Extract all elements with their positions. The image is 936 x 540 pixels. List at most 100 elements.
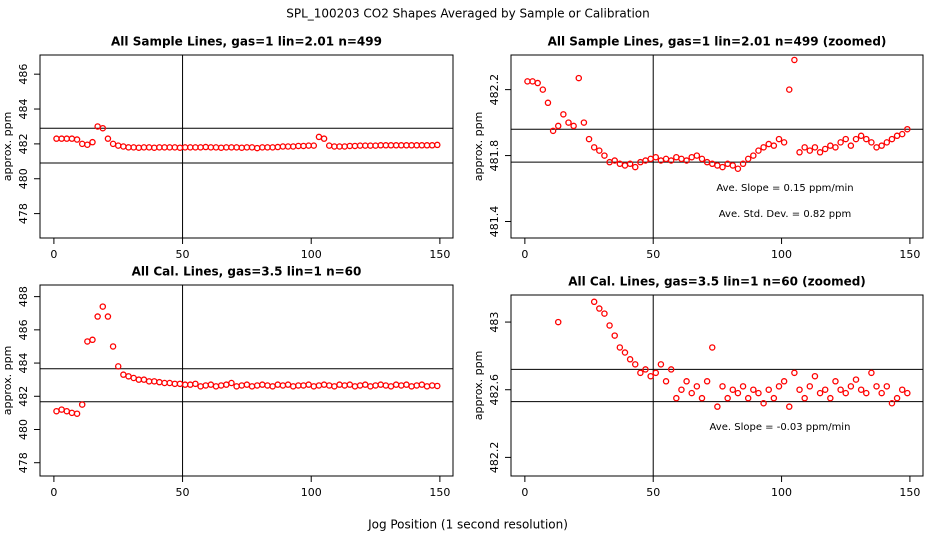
point	[703, 378, 711, 385]
point	[284, 381, 292, 388]
point	[109, 343, 117, 350]
point	[755, 389, 762, 397]
panel-title: All Cal. Lines, gas=3.5 lin=1 n=60 (zoom…	[568, 275, 866, 289]
point	[611, 157, 618, 164]
point	[413, 142, 420, 149]
point	[544, 99, 552, 107]
point	[852, 376, 860, 383]
point	[197, 383, 204, 390]
point	[683, 378, 690, 385]
point	[367, 142, 374, 149]
point	[305, 381, 312, 388]
point	[382, 382, 390, 389]
point	[428, 142, 436, 149]
point	[873, 144, 880, 151]
point	[847, 142, 855, 149]
point	[233, 144, 240, 151]
x-tick-label: 150	[899, 248, 920, 261]
point	[786, 86, 793, 93]
point	[883, 383, 891, 390]
point	[647, 372, 654, 380]
point	[750, 152, 757, 159]
point	[161, 144, 168, 151]
point	[760, 144, 767, 151]
point	[760, 400, 767, 407]
point	[403, 142, 410, 149]
point	[821, 145, 829, 153]
point	[744, 155, 752, 163]
point	[734, 389, 742, 397]
point	[99, 303, 107, 310]
point	[842, 389, 849, 397]
point	[667, 366, 675, 373]
point	[709, 344, 716, 351]
point	[120, 143, 127, 150]
point	[377, 381, 384, 388]
point	[156, 378, 163, 386]
point	[341, 143, 348, 150]
point	[84, 141, 91, 149]
point	[580, 119, 588, 126]
panel-title: All Sample Lines, gas=1 lin=2.01 n=499 (…	[548, 35, 887, 49]
x-tick-label: 50	[646, 248, 660, 261]
point	[243, 144, 251, 151]
point	[171, 380, 179, 388]
panel: All Sample Lines, gas=1 lin=2.01 n=499 ap…	[1, 35, 454, 261]
point	[398, 142, 405, 149]
point	[719, 383, 726, 390]
point	[145, 144, 153, 151]
point	[325, 142, 333, 149]
point	[601, 152, 608, 159]
y-tick-label: 482.6	[488, 374, 501, 406]
point	[611, 332, 618, 339]
point	[392, 142, 400, 149]
point	[192, 144, 199, 151]
point	[418, 142, 426, 149]
point	[341, 382, 348, 389]
point	[898, 386, 906, 393]
point	[58, 406, 65, 413]
panel-title: All Cal. Lines, gas=3.5 lin=1 n=60	[132, 265, 362, 279]
point	[434, 141, 441, 149]
point	[382, 142, 390, 149]
point	[631, 163, 639, 171]
point	[729, 162, 737, 169]
point	[698, 394, 706, 402]
point	[904, 389, 911, 397]
point	[423, 142, 431, 149]
point	[837, 386, 844, 393]
point	[539, 86, 547, 93]
point	[755, 147, 762, 154]
point	[207, 144, 215, 151]
point	[714, 403, 721, 410]
point	[315, 133, 323, 141]
y-tick-label: 482	[17, 386, 30, 407]
point	[269, 144, 276, 151]
point	[606, 322, 613, 329]
y-tick-label: 482.2	[488, 74, 501, 106]
point	[58, 135, 65, 142]
point	[197, 144, 204, 151]
point	[693, 152, 701, 159]
point	[104, 313, 112, 320]
point	[596, 305, 603, 312]
point	[89, 336, 96, 344]
point	[202, 382, 209, 389]
point	[423, 383, 431, 390]
y-tick-label: 484	[17, 353, 30, 374]
point	[217, 144, 225, 151]
point	[176, 144, 184, 151]
point	[847, 383, 855, 390]
point	[315, 382, 323, 389]
point	[585, 135, 593, 143]
point	[652, 369, 660, 377]
point	[673, 153, 680, 161]
point	[883, 139, 891, 146]
point	[893, 394, 901, 402]
point	[765, 140, 772, 148]
x-tick-label: 50	[176, 248, 190, 261]
point	[300, 382, 307, 389]
point	[534, 79, 541, 87]
point	[827, 142, 834, 149]
point	[300, 142, 307, 150]
